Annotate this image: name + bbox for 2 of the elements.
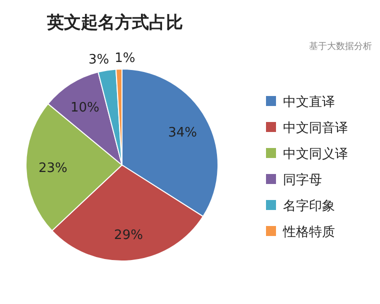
title: 英文起名方式占比 xyxy=(47,13,183,33)
annotation: 基于大数据分析 xyxy=(309,42,372,52)
